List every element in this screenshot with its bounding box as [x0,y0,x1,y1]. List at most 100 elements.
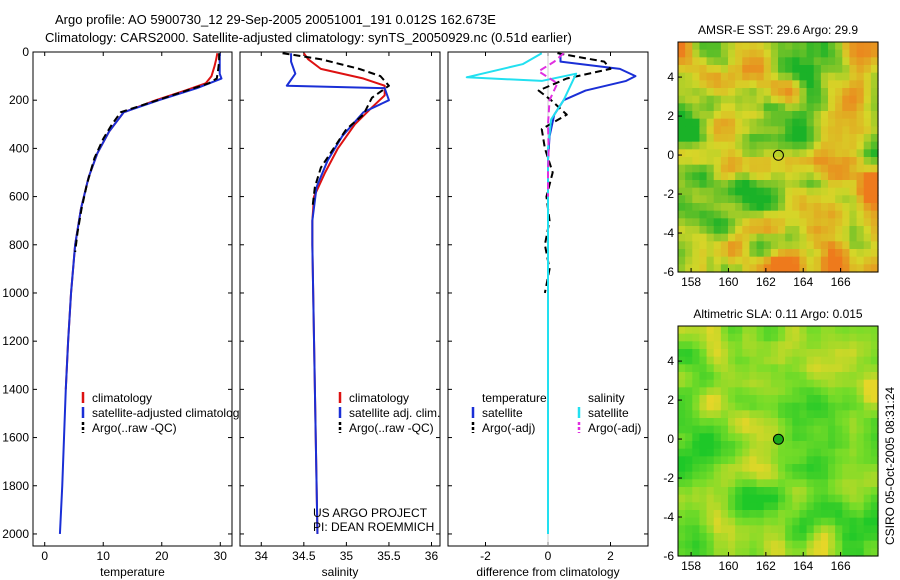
sla-map-cell [678,517,686,526]
sla-map-cell [849,410,858,419]
legend-label: Argo(..raw -QC) [349,421,434,435]
sla-map-cell [799,387,808,396]
sla-map-cell [799,456,808,465]
timestamp-label: CSIRO 05-Oct-2005 08:31:24 [883,387,897,545]
sla-map-cell [870,364,879,373]
sst-map-cell [713,195,722,204]
sla-map-cell [856,548,865,557]
sst-map-cell [792,164,801,173]
sst-map-cell [863,218,872,227]
sst-map-cell [692,95,701,104]
sst-map-cell [828,210,836,219]
sla-map-cell [742,540,751,549]
sst-map-cell [778,80,786,89]
sst-map-cell [770,103,779,112]
sla-map-cell [863,326,872,335]
sst-map-cell [806,72,815,81]
sla-map-cell [770,341,779,350]
sla-map-cell [749,517,758,526]
difference-x-axis-label: difference from climatology [476,565,619,579]
sla-map-cell [849,510,858,519]
sla-map-cell [713,410,722,419]
sst-map-cell [849,80,858,89]
sla-map-cell [863,364,872,373]
sst-map-cell [692,164,701,173]
sla-map-cell [856,333,865,342]
sla-map-cell [713,540,722,549]
sst-map-cell [770,195,779,204]
sla-map-cell [849,533,858,542]
sla-map-cell [849,540,858,549]
sla-map-cell [728,410,736,419]
sst-map-cell [856,249,865,258]
sla-map-cell [842,441,851,450]
sst-map-cell [678,241,686,250]
sst-map-cell [685,88,693,97]
sla-map-cell [685,510,693,519]
sst-map-y-tick-label: -6 [663,265,674,279]
sla-map-cell [778,502,786,511]
sla-map-cell [756,517,765,526]
sst-map-cell [770,57,779,66]
sst-map-cell [713,95,722,104]
sla-map-cell [863,548,872,557]
sla-map-cell [706,471,715,480]
sla-map-cell [828,464,836,473]
sla-map-cell [792,502,801,511]
sst-map-cell [735,210,743,219]
sst-map-cell [713,57,722,66]
legend-label: satellite adj. clim. [349,406,440,420]
sst-map-cell [735,103,743,112]
temperature-plot-frame [32,51,233,547]
sst-map-cell [778,218,786,227]
sst-map-cell [692,49,701,58]
sst-map-cell [770,65,779,74]
sla-map-cell [792,548,801,557]
sla-map-cell [713,364,722,373]
sst-map-cell [685,65,693,74]
sla-map-cell [863,395,872,404]
sla-map-cell [728,418,736,427]
sla-map-cell [849,456,858,465]
sla-map-cell [699,395,708,404]
sla-map-cell [678,364,686,373]
sst-map-cell [699,126,708,135]
sst-map-cell [856,241,865,250]
sst-map-cell [706,49,715,58]
difference-series-salinity-argo-adj- [537,52,565,197]
sst-map-cell [735,187,743,196]
sla-map-cell [770,471,779,480]
sla-map-cell [749,479,758,488]
sst-map-cell [728,203,736,212]
sst-map-cell [720,256,729,265]
sst-map-cell [870,103,879,112]
sla-map-cell [870,341,879,350]
sst-map-cell [820,164,829,173]
sst-map-cell [856,218,865,227]
sst-map-cell [778,195,786,204]
sst-map-cell [778,187,786,196]
sst-map-cell [856,149,865,158]
sla-map-cell [863,487,872,496]
project-label: US ARGO PROJECT [313,506,428,520]
sla-map-cell [856,479,865,488]
sst-map-cell [742,141,751,150]
sla-map-cell [728,456,736,465]
sla-map-cell [820,471,829,480]
sla-map-cell [713,326,722,335]
sla-map-cell [778,395,786,404]
sst-map-cell [756,249,765,258]
sla-map-cell [749,487,758,496]
sst-map-cell [820,249,829,258]
sla-map-cell [870,379,879,388]
sst-map-cell [835,134,843,143]
sst-map-cell [870,95,879,104]
sla-map-cell [835,356,843,365]
sst-map-cell [742,157,751,166]
sst-map-cell [770,180,779,189]
sst-map-cell [706,210,715,219]
sst-map-cell [813,149,822,158]
sla-map-cell [742,418,751,427]
sst-map-cell [849,88,858,97]
sst-map-cell [849,226,858,235]
